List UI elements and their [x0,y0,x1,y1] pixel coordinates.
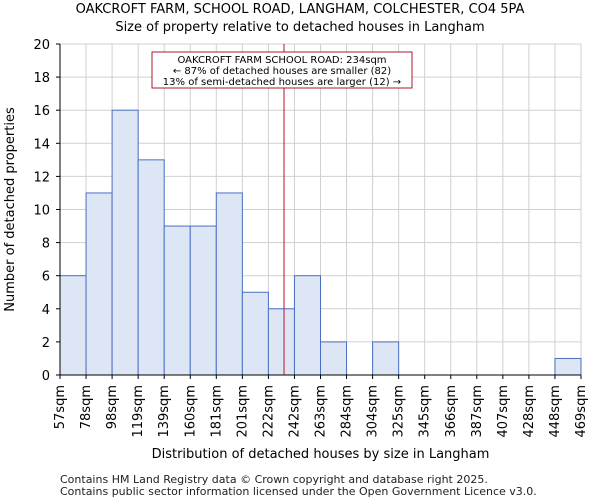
bar [215,192,243,376]
x-tick-label: 366sqm [444,385,459,438]
x-tick-label: 263sqm [314,385,329,438]
x-tick-label: 78sqm [79,385,94,429]
y-tick-label: 12 [33,170,50,185]
bar [163,225,191,376]
bar [320,341,348,376]
y-tick-label: 0 [42,369,50,384]
x-tick-label: 428sqm [522,385,537,438]
y-tick-label: 14 [33,137,50,152]
annotation-line-1: OAKCROFT FARM SCHOOL ROAD: 234sqm [177,55,386,66]
bar [189,225,217,376]
x-tick-label: 304sqm [366,385,381,438]
bar [137,159,165,376]
bar [267,308,295,376]
y-tick-label: 16 [33,104,50,119]
y-tick-label: 4 [42,303,50,318]
bar [554,357,582,376]
x-tick-label: 407sqm [496,385,511,438]
x-tick-label: 201sqm [235,385,250,438]
bar [372,341,400,376]
bar [111,109,139,376]
x-tick-label: 57sqm [53,385,68,429]
y-tick-label: 18 [33,71,50,86]
annotation-line-3: 13% of semi-detached houses are larger (… [163,77,401,88]
annotation-line-2: ← 87% of detached houses are smaller (82… [173,66,391,77]
x-tick-label: 325sqm [392,385,407,438]
y-tick-label: 6 [42,270,50,285]
x-axis-label: Distribution of detached houses by size … [152,447,490,462]
bar [241,291,269,376]
bar [293,275,322,376]
x-tick-label: 98sqm [105,385,120,429]
x-tick-label: 345sqm [418,385,433,438]
y-tick-label: 10 [33,204,50,219]
footer-line-1: Contains HM Land Registry data © Crown c… [60,473,488,486]
x-tick-label: 448sqm [548,385,563,438]
x-tick-label: 160sqm [183,385,198,438]
y-axis-label: Number of detached properties [3,107,18,312]
chart-title: OAKCROFT FARM, SCHOOL ROAD, LANGHAM, COL… [75,2,525,17]
y-tick-label: 8 [42,237,50,252]
x-tick-label: 181sqm [209,385,224,438]
chart-subtitle: Size of property relative to detached ho… [115,20,485,35]
x-tick-label: 469sqm [574,385,589,438]
x-tick-label: 119sqm [131,385,146,438]
bar [85,192,113,376]
annotation-box [151,51,413,89]
y-tick-label: 2 [42,336,50,351]
y-tick-label: 20 [33,38,50,53]
x-tick-label: 242sqm [287,385,302,438]
footer-line-2: Contains public sector information licen… [60,485,537,498]
x-tick-label: 387sqm [470,385,485,438]
x-tick-label: 222sqm [261,385,276,438]
bar [59,275,87,376]
x-tick-label: 139sqm [157,385,172,438]
x-tick-label: 284sqm [340,385,355,438]
